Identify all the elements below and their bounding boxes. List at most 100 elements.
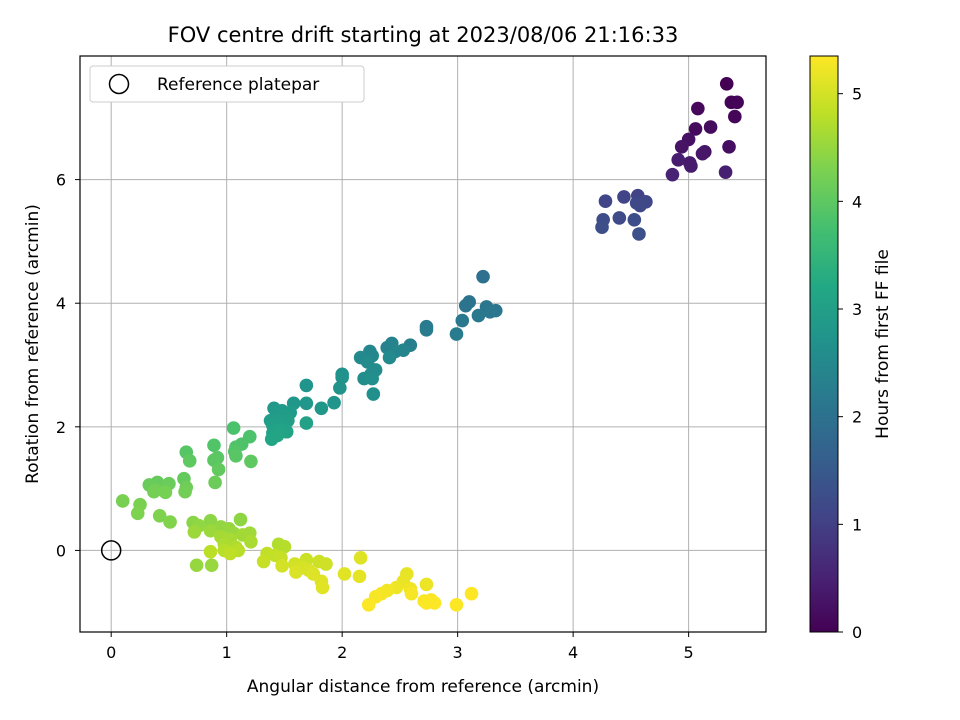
scatter-point [730,95,744,110]
scatter-point [684,159,698,173]
colorbar-tick-label: 5 [852,85,862,104]
scatter-point [404,586,419,601]
scatter-point [314,401,329,416]
x-tick-label: 5 [684,643,694,662]
colorbar-tick-label: 2 [852,408,862,427]
scatter-point [449,598,464,612]
scatter-point [299,416,314,430]
colorbar-tick-label: 3 [852,300,862,319]
y-axis-label: Rotation from reference (arcmin) [23,204,43,484]
scatter-point [366,387,381,401]
scatter-point [115,494,130,508]
scatter-point [365,371,379,386]
scatter-point [275,559,289,573]
scatter-point [633,198,647,213]
y-tick-label: 0 [56,541,66,560]
scatter-point [632,227,646,241]
colorbar-tick-label: 0 [852,623,862,642]
scatter-point [612,211,627,225]
scatter-point [595,220,609,234]
scatter-point [256,554,271,569]
scatter-point [361,598,376,612]
legend: Reference platepar [89,65,365,103]
scatter-point [695,146,710,161]
scatter-point [337,567,352,581]
scatter-point [464,586,479,601]
scatter-point [665,167,680,182]
scatter-point [327,395,341,410]
legend-label-reference: Reference platepar [157,75,319,95]
x-tick-label: 3 [453,643,463,662]
legend-marker-reference [108,73,130,95]
scatter-point [163,515,177,529]
scatter-point [189,558,204,573]
scatter-point [264,432,279,446]
scatter-point [455,313,470,328]
plot-frame [79,55,767,633]
scatter-point [244,534,258,549]
x-tick-label: 1 [222,643,232,662]
scatter-point [419,596,434,610]
y-tick-label: 4 [56,294,66,313]
x-axis-ticks: 0 1 2 3 4 5 [106,632,694,662]
scatter-point [182,454,197,468]
scatter-point [233,512,248,527]
grid [80,56,766,632]
x-tick-label: 2 [337,643,347,662]
scatter-point [353,551,368,565]
scatter-point [207,438,221,453]
scatter-point [419,322,434,337]
scatter-point [691,101,705,116]
scatter-point [130,506,145,521]
x-tick-label: 0 [106,643,116,662]
scatter-point [187,525,202,539]
scatter-point [476,269,490,284]
scatter-point [208,475,222,490]
scatter-point [703,120,718,134]
x-axis-label: Angular distance from reference (arcmin) [247,677,599,697]
scatter-point [147,484,161,499]
scatter-point [333,381,347,395]
scatter-point [203,523,218,538]
scatter-point [319,557,333,571]
scatter-point [203,513,218,528]
colorbar: 0 1 2 3 4 5 Hours from first FF file [809,55,893,642]
y-tick-label: 2 [56,418,66,437]
y-tick-label: 6 [56,171,66,190]
scatter-point [335,370,349,385]
scatter-point [277,539,292,554]
scatter-point [352,569,367,584]
reference-platepar-marker [100,540,122,561]
scatter-point [674,140,689,154]
scatter-point [718,165,733,179]
legend-box [89,65,365,103]
scatter-point [458,298,473,313]
colorbar-label: Hours from first FF file [873,249,893,439]
scatter-point [728,109,742,124]
chart-title: FOV centre drift starting at 2023/08/06 … [168,23,679,47]
scatter-point [226,421,241,435]
scatter-point [598,194,613,209]
scatter-point [671,153,686,167]
scatter-point [223,546,237,561]
scatter-point [299,396,314,411]
x-tick-label: 4 [568,643,578,662]
scatter-point [211,462,226,477]
scatter-point [158,485,173,500]
scatter-point [449,327,464,341]
colorbar-tick-label: 4 [852,192,862,211]
colorbar-ticks: 0 1 2 3 4 5 [838,85,862,642]
colorbar-tick-label: 1 [852,515,862,534]
colorbar-gradient [809,55,839,633]
scatter-point [152,509,167,523]
scatter-point [627,212,642,227]
scatter-point [719,77,734,91]
scatter-point [471,308,486,323]
scatter-point [203,544,218,559]
scatter-point [244,454,258,469]
scatter-point [289,565,303,579]
data-points [100,77,744,612]
scatter-point [229,449,243,463]
y-axis-ticks: 0 2 4 6 [56,171,80,560]
